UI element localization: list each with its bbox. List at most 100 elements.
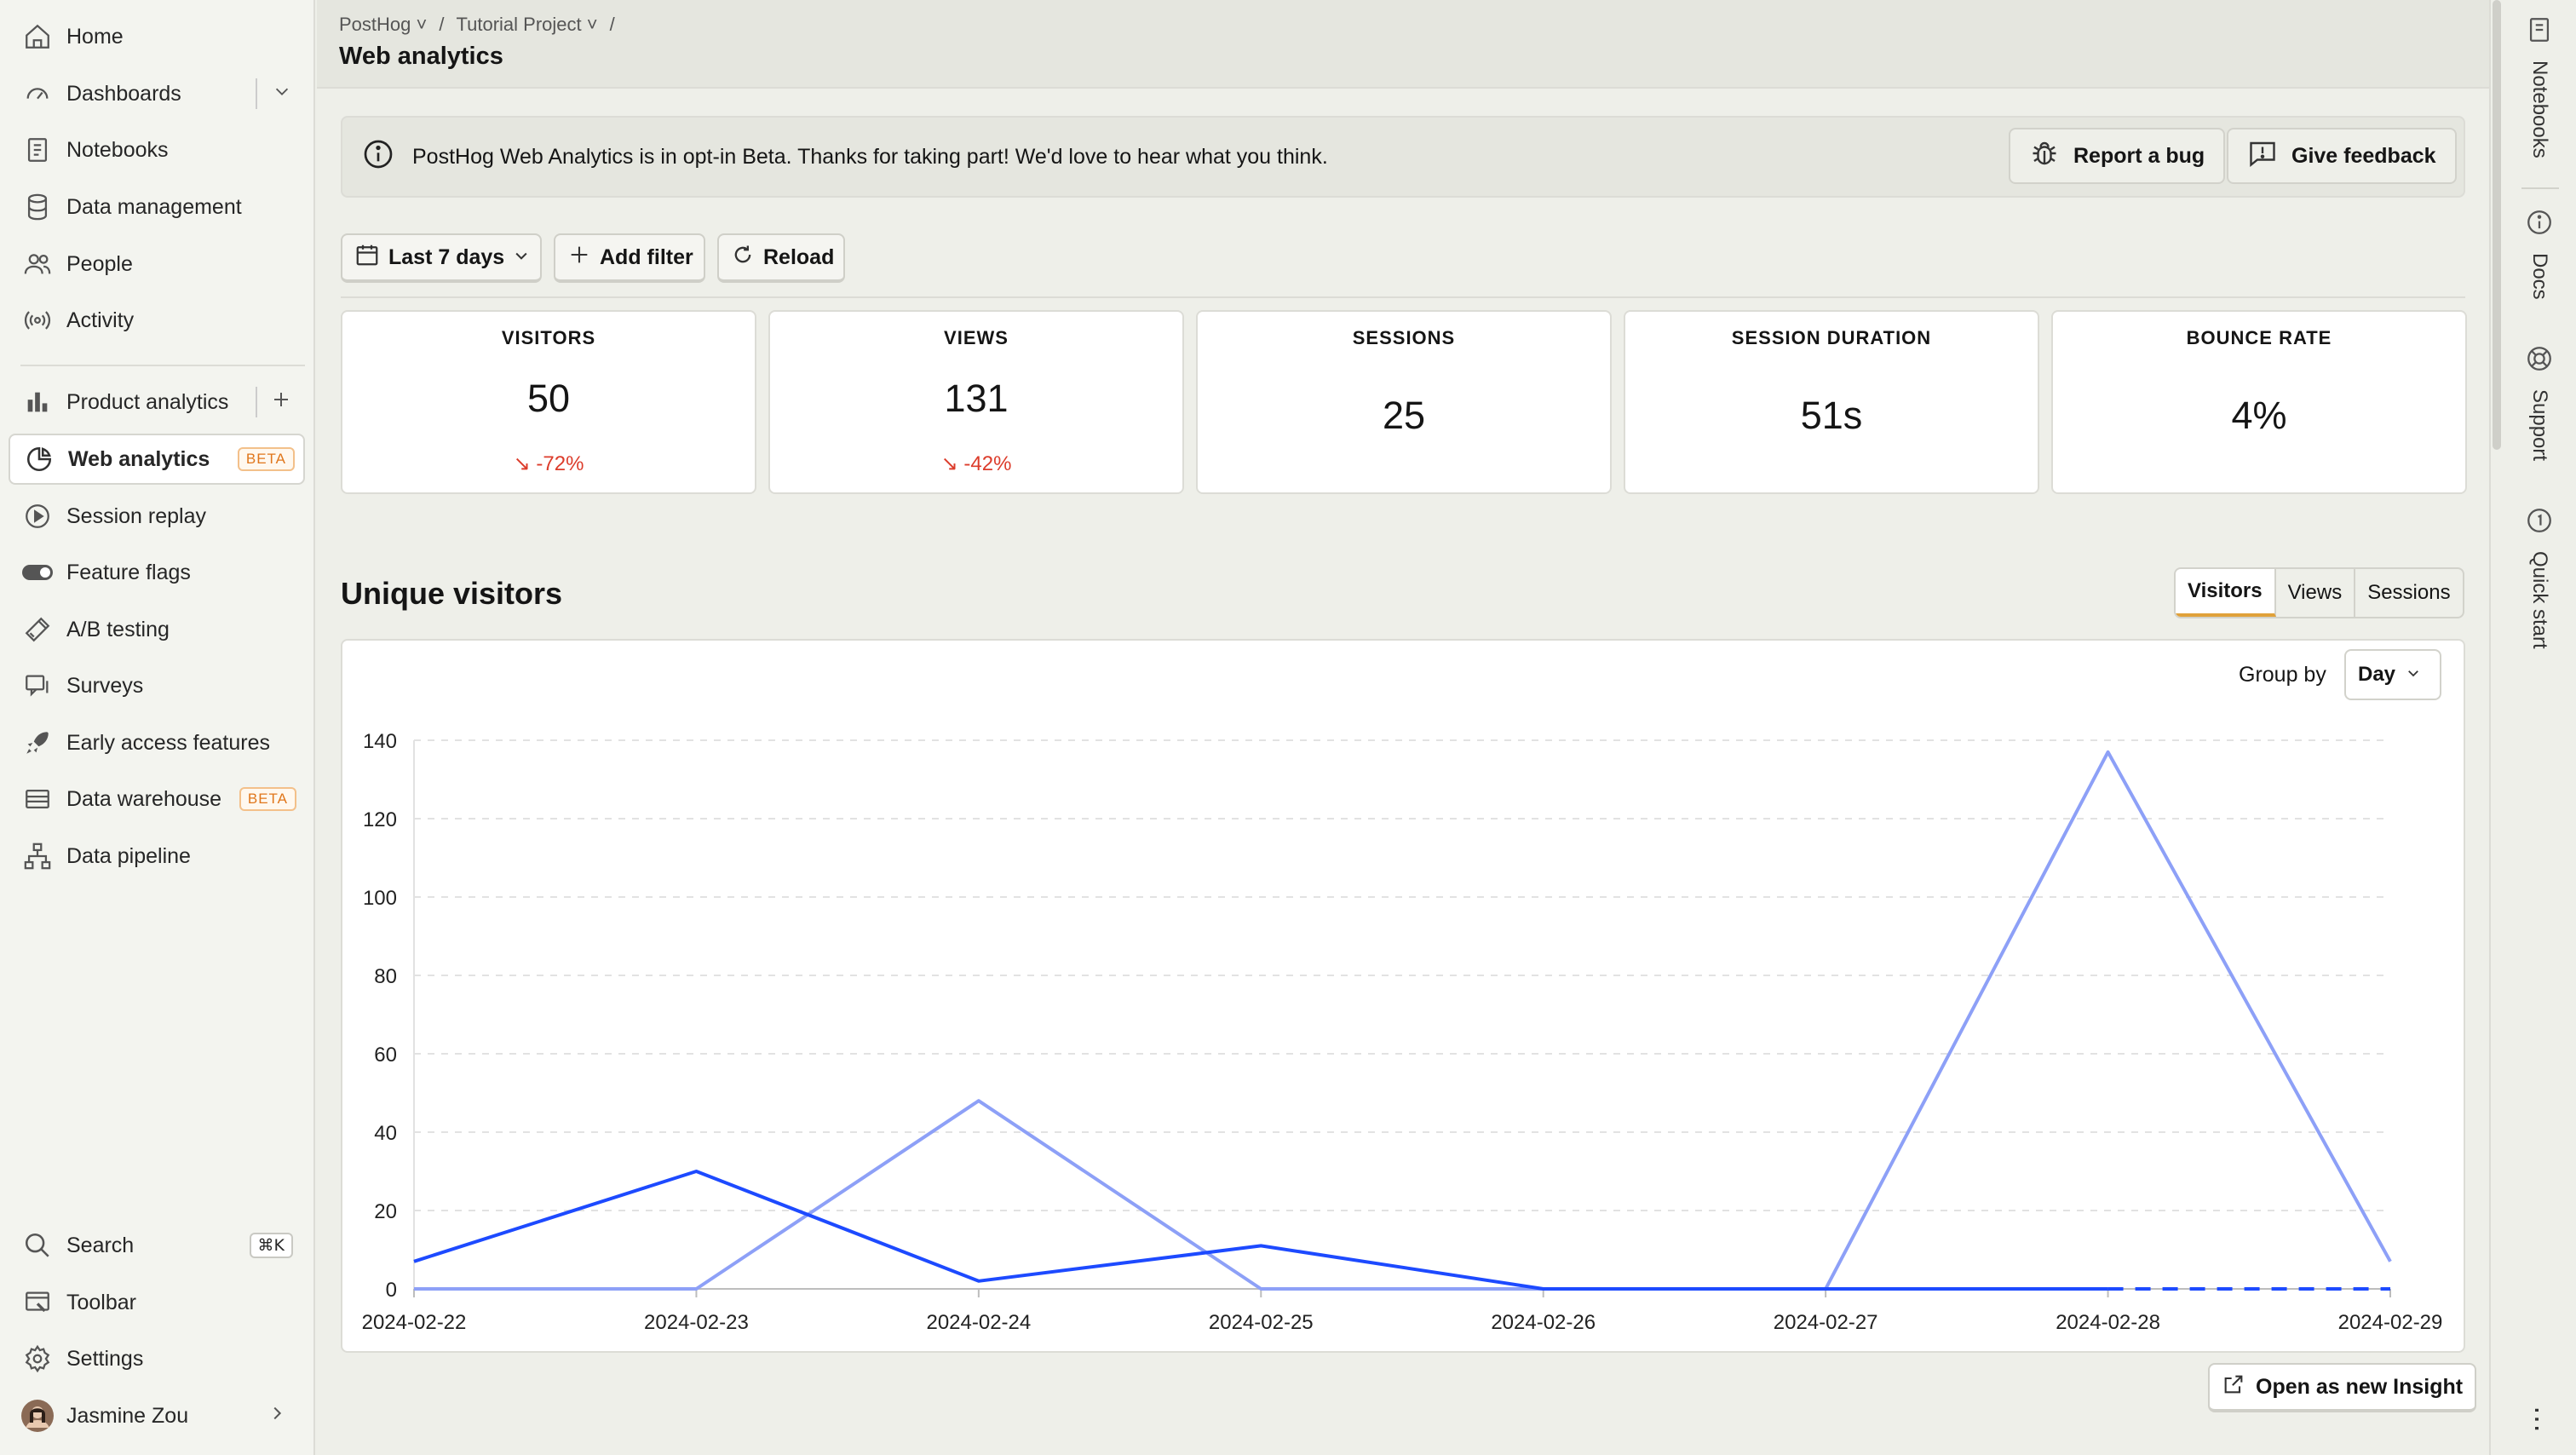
- sidebar-item-label: Surveys: [66, 673, 144, 698]
- sidebar-item-product-analytics[interactable]: Product analytics: [9, 377, 305, 428]
- reload-button[interactable]: Reload: [717, 233, 845, 283]
- stat-card-visitors: VISITORS 50 ↘ -72%: [341, 310, 756, 494]
- scrollbar[interactable]: [2493, 0, 2501, 450]
- series-line-current: [413, 1170, 2108, 1291]
- sidebar-item-user[interactable]: Jasmine Zou: [9, 1390, 305, 1441]
- y-tick-label: 0: [386, 1279, 397, 1302]
- divider: [341, 296, 2465, 298]
- divider: [256, 78, 257, 109]
- sidebar: Home Dashboards Notebooks Data managemen…: [0, 0, 315, 1455]
- add-filter-button[interactable]: Add filter: [554, 233, 705, 283]
- sidebar-item-settings[interactable]: Settings: [9, 1333, 305, 1384]
- x-tick-label: 2024-02-26: [1491, 1311, 1596, 1334]
- toggle-icon: [20, 555, 55, 589]
- sidebar-item-dashboards[interactable]: Dashboards: [9, 68, 305, 119]
- people-icon: [20, 247, 55, 281]
- chevron-down-icon[interactable]: [273, 82, 291, 106]
- stat-title: VISITORS: [501, 327, 596, 348]
- side-tab-quick-start[interactable]: Quick start: [2525, 506, 2554, 649]
- stat-card-bounce-rate: BOUNCE RATE 4%: [2051, 310, 2467, 494]
- side-tab-docs[interactable]: Docs: [2525, 208, 2554, 300]
- sidebar-item-data-pipeline[interactable]: Data pipeline: [9, 831, 305, 882]
- report-bug-button[interactable]: Report a bug: [2009, 128, 2226, 184]
- sidebar-item-label: Notebooks: [66, 137, 169, 162]
- sidebar-item-label: Home: [66, 24, 124, 49]
- trend-down-icon: ↘: [940, 452, 958, 475]
- sidebar-item-home[interactable]: Home: [9, 11, 305, 62]
- series-line-previous: [414, 750, 2392, 1291]
- give-feedback-button[interactable]: Give feedback: [2227, 128, 2457, 184]
- stat-change: ↘ -72%: [513, 452, 584, 475]
- tab-sessions[interactable]: Sessions: [2367, 581, 2451, 604]
- y-tick-label: 20: [374, 1200, 397, 1223]
- sidebar-item-early-access-features[interactable]: Early access features: [9, 717, 305, 768]
- sidebar-item-search[interactable]: Search ⌘K: [9, 1220, 305, 1271]
- breadcrumb-organization[interactable]: PostHog ˅: [339, 14, 428, 35]
- y-tick-label: 100: [363, 887, 397, 910]
- sidebar-item-web-analytics[interactable]: Web analytics BETA: [9, 434, 305, 485]
- lifebuoy-icon: [2525, 344, 2554, 377]
- sidebar-item-feature-flags[interactable]: Feature flags: [9, 547, 305, 598]
- x-tick-label: 2024-02-22: [362, 1311, 467, 1334]
- sidebar-item-toolbar[interactable]: Toolbar: [9, 1277, 305, 1328]
- x-tick-label: 2024-02-24: [926, 1311, 1031, 1334]
- stat-card-views: VIEWS 131 ↘ -42%: [768, 310, 1184, 494]
- chevron-down-icon: [513, 245, 530, 270]
- y-tick-label: 40: [374, 1122, 397, 1145]
- database-icon: [20, 190, 55, 224]
- sidebar-item-label: Session replay: [66, 503, 206, 528]
- notebook-icon: [20, 133, 55, 167]
- group-by-label: Group by: [2239, 663, 2326, 687]
- date-range-select[interactable]: Last 7 days: [341, 233, 542, 283]
- rocket-icon: [20, 726, 55, 760]
- sidebar-item-notebooks[interactable]: Notebooks: [9, 124, 305, 175]
- y-tick-label: 140: [363, 730, 397, 753]
- tab-views[interactable]: Views: [2276, 569, 2356, 617]
- sidebar-item-label: A/B testing: [66, 617, 170, 641]
- sidebar-item-ab-testing[interactable]: A/B testing: [9, 604, 305, 655]
- sidebar-item-label: Web analytics: [68, 446, 210, 471]
- side-panel: [2489, 0, 2576, 1455]
- side-tab-support[interactable]: Support: [2525, 344, 2554, 461]
- sidebar-item-session-replay[interactable]: Session replay: [9, 491, 305, 542]
- metric-tabs: Visitors Views Sessions: [2174, 567, 2464, 618]
- pipeline-icon: [20, 839, 55, 873]
- dashboard-icon: [20, 77, 55, 111]
- section-title: Unique visitors: [341, 576, 563, 611]
- sidebar-item-activity[interactable]: Activity: [9, 295, 305, 346]
- x-tick-label: 2024-02-23: [644, 1311, 749, 1334]
- side-tab-notebooks[interactable]: Notebooks: [2525, 15, 2554, 158]
- beta-badge: BETA: [237, 447, 295, 471]
- beta-badge: BETA: [239, 787, 296, 811]
- avatar: [20, 1399, 55, 1433]
- stat-title: BOUNCE RATE: [2186, 327, 2332, 348]
- stat-title: VIEWS: [944, 327, 1009, 348]
- sidebar-item-surveys[interactable]: Surveys: [9, 660, 305, 711]
- x-tick-label: 2024-02-25: [1209, 1311, 1314, 1334]
- plus-icon: [567, 243, 591, 273]
- sidebar-item-label: Settings: [66, 1346, 144, 1371]
- stat-value: 51s: [1800, 394, 1863, 437]
- plus-icon[interactable]: [271, 389, 291, 416]
- sidebar-item-data-warehouse[interactable]: Data warehouse BETA: [9, 774, 305, 825]
- sidebar-item-people[interactable]: People: [9, 239, 305, 290]
- sidebar-item-label: Data management: [66, 194, 242, 219]
- play-icon: [20, 499, 55, 533]
- beta-banner: PostHog Web Analytics is in opt-in Beta.…: [341, 116, 2465, 198]
- sidebar-item-label: Toolbar: [66, 1290, 136, 1314]
- breadcrumb: PostHog ˅ / Tutorial Project ˅ /: [339, 14, 615, 36]
- more-options-icon[interactable]: ⋯: [2522, 1406, 2553, 1433]
- stat-title: SESSIONS: [1352, 327, 1456, 348]
- chevron-down-icon: [2406, 663, 2421, 687]
- divider: [2521, 187, 2559, 189]
- open-as-insight-button[interactable]: Open as new Insight: [2208, 1363, 2477, 1412]
- group-by-select[interactable]: Day: [2344, 649, 2441, 700]
- sidebar-item-data-management[interactable]: Data management: [9, 181, 305, 233]
- tab-visitors[interactable]: Visitors: [2176, 569, 2276, 617]
- activity-icon: [20, 303, 55, 337]
- stat-card-sessions: SESSIONS 25: [1196, 310, 1612, 494]
- survey-icon: [20, 669, 55, 703]
- flask-icon: [20, 612, 55, 647]
- breadcrumb-project[interactable]: Tutorial Project ˅: [456, 14, 598, 35]
